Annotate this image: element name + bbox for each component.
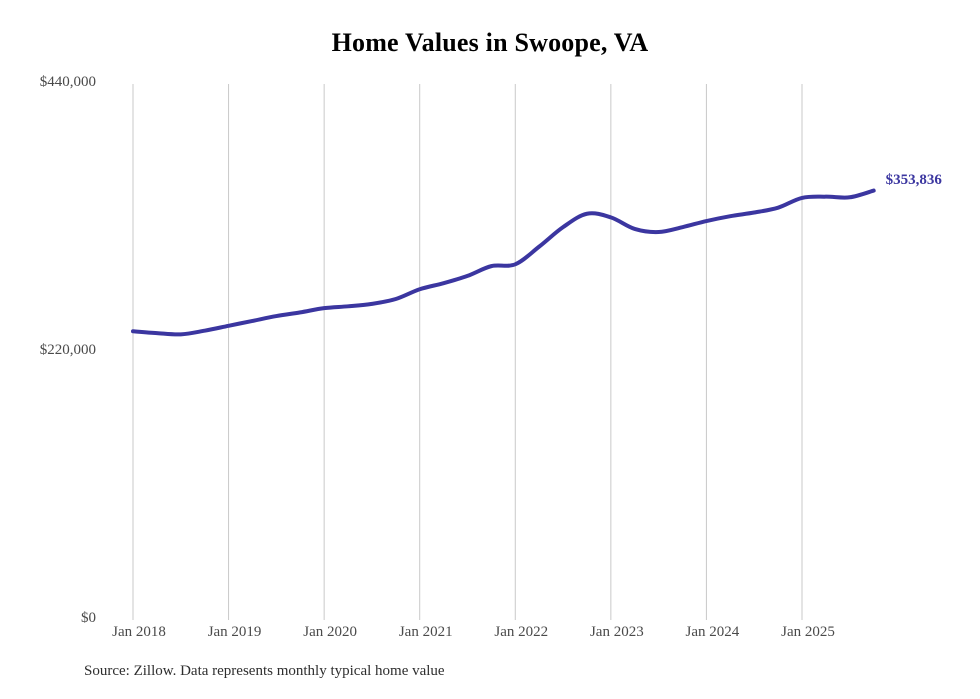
x-axis-tick-label: Jan 2021 — [398, 624, 453, 640]
source-note: Source: Zillow. Data represents monthly … — [84, 663, 445, 679]
y-axis-tick-label: $0 — [81, 610, 96, 626]
x-axis-tick-label: Jan 2020 — [303, 624, 357, 640]
x-axis-tick-label: Jan 2023 — [589, 624, 644, 640]
x-axis-tick-label: Jan 2019 — [207, 624, 262, 640]
end-value-annotation: $353,836 — [885, 171, 942, 188]
series-line-typical-home-value — [131, 188, 876, 337]
x-axis-tick-label: Jan 2018 — [112, 624, 166, 640]
y-axis-tick-label: $440,000 — [39, 74, 96, 90]
data-series-line — [131, 188, 876, 337]
x-axis-tick-label: Jan 2025 — [781, 624, 835, 640]
x-axis-tick-label: Jan 2022 — [494, 624, 549, 640]
gridlines — [132, 84, 803, 620]
x-axis-tick-label: Jan 2024 — [685, 624, 740, 640]
chart-title: Home Values in Swoope, VA — [331, 28, 649, 57]
y-axis-tick-label: $220,000 — [39, 342, 96, 358]
